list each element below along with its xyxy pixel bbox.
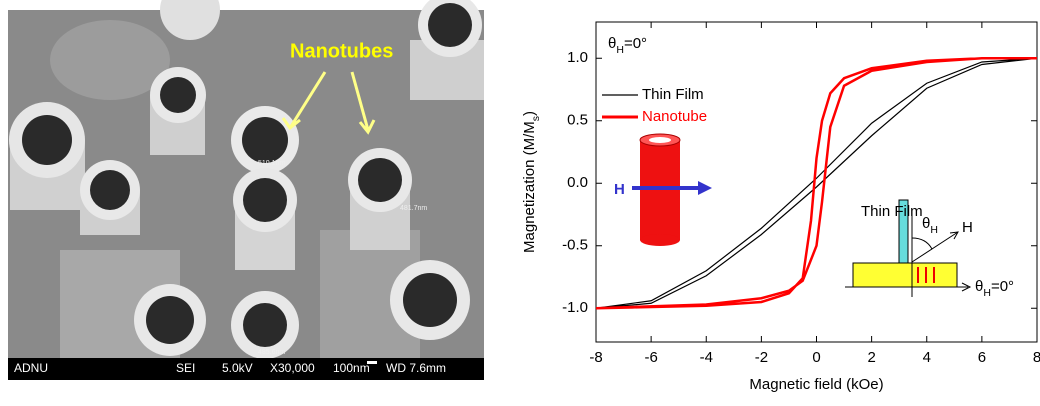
info: X30,000 [270,361,315,375]
chart-title-part: θ [608,35,616,52]
y-tick-label: 0.5 [567,112,588,129]
measure: 485.6nm [258,349,285,356]
inset-condition: θH=0° [975,278,1014,299]
y-tick-label: 1.0 [567,49,588,66]
inset-angle-arc [912,238,932,249]
inset-field-label: H [962,219,973,236]
x-tick-label: -2 [755,349,768,366]
x-tick-label: -8 [589,349,602,366]
sem-panel: Nanotubes 510.1nm 481.7nm 485.6nm ADNU S… [8,0,484,380]
chart-title: θH=0° [608,35,647,56]
inset-condition-part: H [983,287,991,299]
y-axis-label-part: ) [521,111,538,116]
chart-title-part: H [616,44,624,56]
measure: 481.7nm [400,205,427,212]
info: 100nm [333,361,370,375]
inset-angle: θH [922,215,938,236]
x-tick-label: 8 [1033,349,1040,366]
x-tick-label: 6 [978,349,986,366]
info: 5.0kV [222,361,253,375]
x-tick-label: -6 [644,349,657,366]
inset-substrate [853,263,957,287]
y-axis-label: Magnetization (M/Ms) [521,111,542,253]
inset-film-label: Thin Film [861,203,923,220]
sem-label: Nanotubes [290,40,393,62]
figure: Nanotubes 510.1nm 481.7nm 485.6nm ADNU S… [0,0,1040,401]
inset-condition-part: =0° [991,278,1014,295]
legend-label: Nanotube [642,108,707,125]
y-tick-label: -0.5 [562,237,588,254]
y-tick-label: 0.0 [567,174,588,191]
chart-title-part: =0° [624,35,647,52]
tube-bottom [640,234,680,246]
inset-field [912,232,958,262]
x-tick-label: 2 [867,349,875,366]
info: ADNU [14,361,48,375]
field-arrowhead [698,181,712,195]
x-tick-label: 4 [923,349,931,366]
x-tick-label: -4 [700,349,713,366]
inset-angle-part: θ [922,215,930,232]
field-label: H [614,181,625,198]
x-tick-label: 0 [812,349,820,366]
y-axis-label-part: Magnetization (M/M [521,121,538,253]
measure: 510.1nm [258,160,285,167]
legend-label: Thin Film [642,86,704,103]
y-tick-label: -1.0 [562,299,588,316]
inset-condition-part: θ [975,278,983,295]
info: SEI [176,361,195,375]
tube-hole [649,137,671,143]
inset-angle-part: H [930,224,938,236]
info: WD 7.6mm [386,361,446,375]
x-axis-label: Magnetic field (kOe) [749,376,883,393]
